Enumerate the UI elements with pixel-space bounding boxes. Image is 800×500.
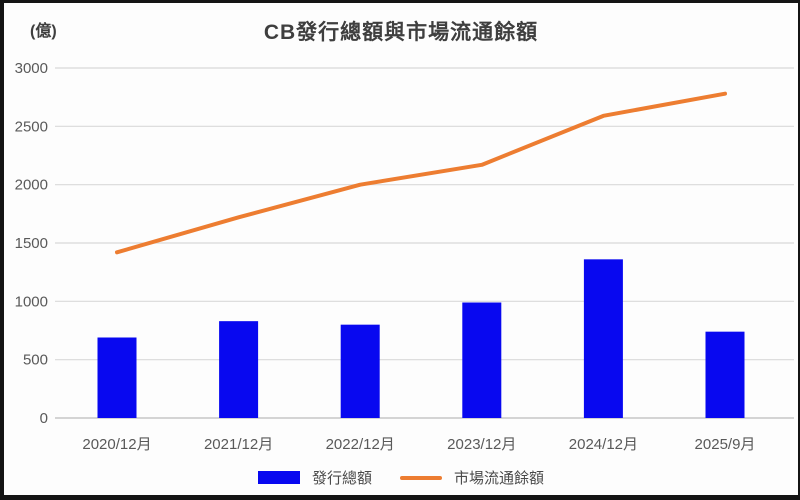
x-axis-label: 2023/12月 <box>447 436 516 453</box>
y-tick-label: 3000 <box>15 60 48 77</box>
y-tick-label: 1500 <box>15 235 48 252</box>
y-tick-label: 500 <box>23 352 48 369</box>
chart-title: CB發行總額與市場流通餘額 <box>263 21 539 44</box>
bar-2025/9月 <box>705 331 745 418</box>
plot-area: 0 500 1000 1500 2000 2500 3000 2020/12月 2021/12月… <box>15 60 794 453</box>
x-axis-label: 2021/12月 <box>204 436 273 453</box>
x-axis-label: 2025/9月 <box>695 436 756 453</box>
bar-2021/12月 <box>219 321 259 418</box>
legend-bar-swatch-icon <box>257 471 300 484</box>
x-axis-label: 2024/12月 <box>569 436 638 453</box>
y-tick-label: 2500 <box>15 118 48 135</box>
bar-2023/12月 <box>462 302 502 418</box>
x-axis-label: 2022/12月 <box>326 436 395 453</box>
y-tick-label: 2000 <box>15 177 48 194</box>
legend-line-swatch-icon <box>400 475 442 480</box>
y-axis-unit-label: (億) <box>30 23 57 40</box>
bar-2024/12月 <box>583 259 623 418</box>
bar-2020/12月 <box>97 337 137 418</box>
legend-label-line: 市場流通餘額 <box>454 470 545 487</box>
bar-2022/12月 <box>340 324 380 418</box>
legend-label-bars: 發行總額 <box>311 470 372 487</box>
trend-line <box>115 91 727 255</box>
y-tick-label: 1000 <box>15 293 48 310</box>
y-tick-label: 0 <box>40 410 48 427</box>
legend: 發行總額 市場流通餘額 <box>4 467 798 488</box>
x-axis-label: 2020/12月 <box>82 436 151 453</box>
